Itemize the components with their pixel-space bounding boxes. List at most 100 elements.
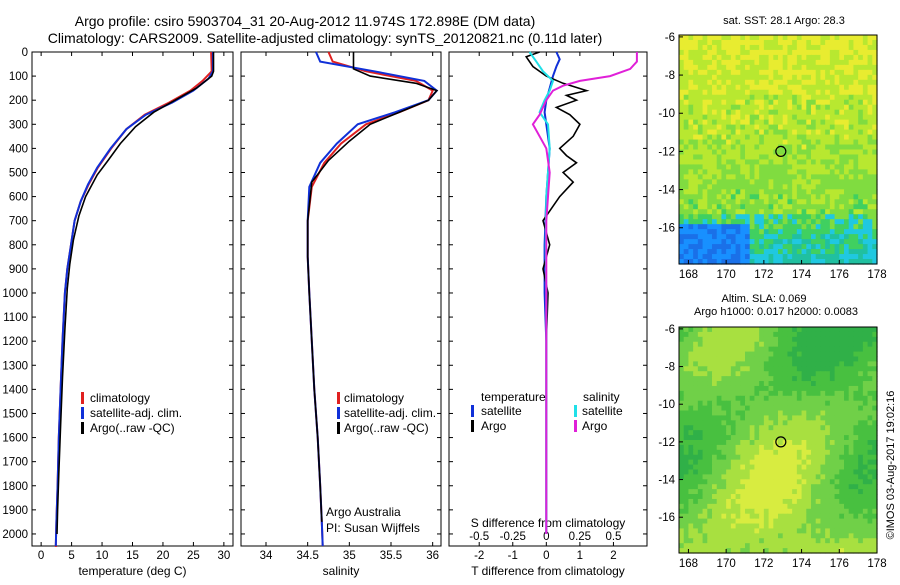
map-cell <box>763 209 770 215</box>
map-cell <box>721 219 727 225</box>
map-cell <box>721 35 727 41</box>
map-cell <box>796 149 803 156</box>
map-cell <box>858 336 864 343</box>
map-cell <box>716 341 723 348</box>
map-cell <box>839 356 845 362</box>
map-cell <box>693 464 699 471</box>
map-cell <box>853 74 859 81</box>
map-cell <box>721 259 727 265</box>
map-cell <box>688 174 694 180</box>
map-cell <box>683 209 690 215</box>
map-cell <box>716 420 723 426</box>
map-cell <box>754 54 760 61</box>
map-cell <box>735 361 741 367</box>
map-cell <box>773 214 779 220</box>
map-cell <box>858 420 864 426</box>
pi-note: PI: Susan Wijffels <box>326 521 420 535</box>
map-cell <box>679 194 685 200</box>
map-cell <box>872 194 878 200</box>
map-cell <box>712 410 718 417</box>
map-cell <box>872 538 878 544</box>
map-cell <box>749 464 756 471</box>
map-cell <box>702 39 708 46</box>
map-cell <box>759 259 765 265</box>
map-cell <box>829 444 836 451</box>
map-cell <box>726 435 732 441</box>
map-cell <box>778 74 784 81</box>
map-y-tick-label: -12 <box>658 146 675 158</box>
map-cell <box>848 327 855 333</box>
map-cell <box>683 469 690 475</box>
map-cell <box>862 459 869 466</box>
map-cell <box>834 425 840 431</box>
map-cell <box>848 94 855 101</box>
map-cell <box>815 435 822 441</box>
map-cell <box>815 149 822 156</box>
map-cell <box>707 405 713 412</box>
map-cell <box>867 385 873 392</box>
map-cell <box>697 119 704 126</box>
map-cell <box>834 189 840 195</box>
map-cell <box>707 199 713 205</box>
temperature-panel: 0100200300400500600700800900100011001200… <box>2 47 234 578</box>
map-cell <box>768 114 774 121</box>
map-cell <box>844 341 850 348</box>
map-cell <box>735 351 741 358</box>
map-cell <box>702 64 708 71</box>
map-cell <box>792 528 798 534</box>
map-cell <box>763 99 770 106</box>
map-cell <box>778 119 784 126</box>
map-cell <box>778 239 784 245</box>
map-cell <box>872 229 878 235</box>
map-cell <box>796 405 803 412</box>
map-cell <box>811 523 817 530</box>
map-cell <box>730 129 737 136</box>
map-cell <box>792 518 798 525</box>
salinity-legend: climatology satellite-adj. clim. Argo(..… <box>326 391 436 535</box>
map-cell <box>778 459 784 466</box>
map-cell <box>683 214 690 220</box>
map-cell <box>782 159 789 166</box>
map-cell <box>787 234 793 240</box>
map-cell <box>716 415 723 421</box>
map-cell <box>848 139 855 146</box>
map-cell <box>858 523 864 530</box>
map-cell <box>749 336 756 343</box>
map-cell <box>679 508 685 515</box>
map-cell <box>683 381 690 387</box>
map-cell <box>829 415 836 421</box>
map-cell <box>721 430 727 436</box>
map-cell <box>806 84 812 91</box>
map-cell <box>825 474 831 480</box>
map-cell <box>848 405 855 412</box>
map-cell <box>712 381 718 387</box>
legend-head-temperature: temperature <box>481 390 546 404</box>
map-cell <box>853 159 859 166</box>
map-cell <box>730 194 737 200</box>
map-cell <box>726 479 732 485</box>
map-cell <box>792 385 798 392</box>
map-cell <box>745 99 751 106</box>
map-cell <box>792 69 798 76</box>
map-cell <box>787 346 793 353</box>
map-cell <box>688 469 694 475</box>
map-cell <box>773 415 779 421</box>
map-cell <box>726 503 732 510</box>
map-cell <box>834 498 840 505</box>
map-cell <box>858 449 864 456</box>
map-cell <box>768 410 774 417</box>
map-cell <box>730 224 737 230</box>
map-cell <box>763 64 770 71</box>
map-cell <box>740 64 746 71</box>
map-cell <box>782 484 789 490</box>
map-cell <box>740 74 746 81</box>
map-cell <box>858 99 864 106</box>
map-cell <box>712 94 718 101</box>
map-cell <box>773 39 779 46</box>
map-cell <box>712 69 718 76</box>
map-cell <box>787 114 793 121</box>
map-cell <box>726 390 732 397</box>
map-cell <box>806 134 812 141</box>
map-cell <box>778 159 784 166</box>
map-cell <box>721 449 727 456</box>
